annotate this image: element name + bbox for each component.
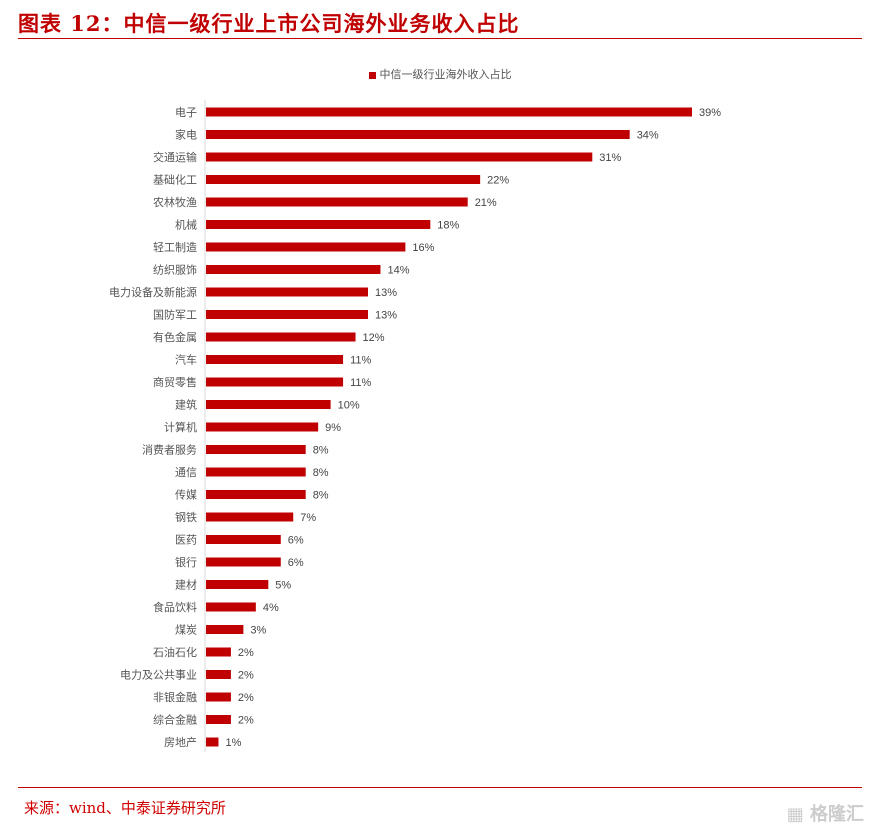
data-label: 9%	[325, 422, 341, 434]
category-label: 建筑	[175, 398, 197, 412]
category-label: 电力设备及新能源	[109, 285, 197, 299]
category-label: 基础化工	[153, 173, 197, 187]
bar	[206, 715, 231, 724]
data-label: 13%	[375, 310, 397, 322]
data-label: 11%	[350, 377, 371, 389]
bar	[206, 175, 481, 184]
bar	[206, 242, 406, 252]
data-label: 21%	[475, 197, 497, 209]
bar	[206, 265, 381, 274]
bar	[206, 422, 319, 432]
category-label: 轻工制造	[153, 240, 197, 254]
data-label: 12%	[363, 332, 385, 344]
bar	[206, 512, 294, 522]
bar	[206, 490, 306, 499]
category-label: 有色金属	[153, 330, 197, 344]
category-label: 电子	[175, 106, 197, 119]
data-label: 4%	[263, 602, 279, 614]
data-label: 10%	[338, 400, 360, 412]
category-label: 商贸零售	[153, 375, 197, 389]
data-label: 1%	[225, 737, 241, 749]
bar	[206, 152, 593, 162]
category-label: 电力及公共事业	[120, 669, 197, 682]
bar-chart: 电子 39% 家电 34% 交通运输 31% 基础化工 22% 农林牧渔 21% 机械 18% 轻工制造…	[109, 100, 721, 752]
category-label: 建材	[175, 578, 197, 592]
category-label: 计算机	[164, 420, 197, 434]
data-label: 8%	[313, 445, 329, 457]
legend: 中信一级行业海外收入占比	[0, 66, 880, 82]
category-label: 非银金融	[153, 690, 197, 704]
bar	[206, 130, 630, 139]
data-label: 8%	[313, 490, 329, 502]
bar	[206, 737, 219, 747]
category-label: 国防军工	[153, 308, 197, 322]
bar	[206, 647, 231, 657]
category-label: 钢铁	[175, 511, 197, 524]
data-label: 11%	[350, 355, 371, 367]
title-divider	[18, 38, 862, 39]
data-label: 13%	[375, 287, 397, 299]
category-label: 机械	[175, 218, 197, 232]
data-label: 3%	[250, 625, 266, 637]
bar	[206, 310, 368, 319]
bar	[206, 287, 368, 297]
bar	[206, 467, 306, 477]
data-label: 2%	[238, 715, 254, 727]
data-label: 6%	[288, 535, 304, 547]
category-label: 医药	[175, 534, 197, 547]
bar	[206, 535, 281, 544]
data-label: 2%	[238, 647, 254, 659]
legend-label: 中信一级行业海外收入占比	[379, 68, 512, 81]
bar	[206, 670, 231, 679]
category-label: 通信	[175, 466, 197, 479]
bar	[206, 107, 692, 117]
bar	[206, 355, 344, 364]
data-label: 14%	[387, 265, 409, 277]
category-label: 汽车	[175, 353, 197, 367]
watermark-logo: ▦ 格隆汇	[786, 804, 864, 825]
data-label: 22%	[487, 175, 509, 187]
bar	[206, 220, 431, 229]
category-label: 交通运输	[153, 150, 197, 164]
data-label: 2%	[238, 670, 254, 682]
category-label: 食品饮料	[153, 600, 197, 614]
bar	[206, 580, 269, 589]
bar	[206, 197, 468, 207]
data-label: 7%	[300, 512, 316, 524]
category-label: 房地产	[164, 735, 197, 749]
data-label: 34%	[637, 130, 659, 142]
category-label: 综合金融	[153, 713, 197, 727]
watermark-text: 格隆汇	[810, 804, 864, 825]
bar	[206, 602, 256, 612]
data-label: 18%	[437, 220, 459, 232]
data-label: 5%	[275, 580, 291, 592]
category-label: 石油石化	[153, 645, 197, 659]
bar	[206, 692, 231, 702]
data-label: 2%	[238, 692, 254, 704]
chart-title: 图表 12：中信一级行业上市公司海外业务收入占比	[18, 11, 520, 36]
data-label: 39%	[699, 107, 721, 119]
category-label: 银行	[175, 555, 197, 569]
bar	[206, 400, 331, 409]
footer-divider	[18, 787, 862, 788]
data-label: 16%	[412, 242, 434, 254]
data-label: 31%	[599, 152, 621, 164]
legend-swatch	[368, 71, 376, 79]
category-label: 传媒	[175, 489, 197, 502]
category-label: 纺织服饰	[153, 263, 197, 277]
bar	[206, 445, 306, 454]
category-label: 农林牧渔	[153, 195, 197, 209]
category-label: 家电	[175, 128, 197, 142]
data-label: 8%	[313, 467, 329, 479]
bar	[206, 625, 244, 634]
data-label: 6%	[288, 557, 304, 569]
source-note: 来源：wind、中泰证券研究所	[24, 799, 226, 817]
category-label: 煤炭	[175, 624, 197, 637]
bar	[206, 332, 356, 342]
bar	[206, 377, 344, 387]
bar	[206, 557, 281, 567]
category-label: 消费者服务	[142, 443, 197, 457]
